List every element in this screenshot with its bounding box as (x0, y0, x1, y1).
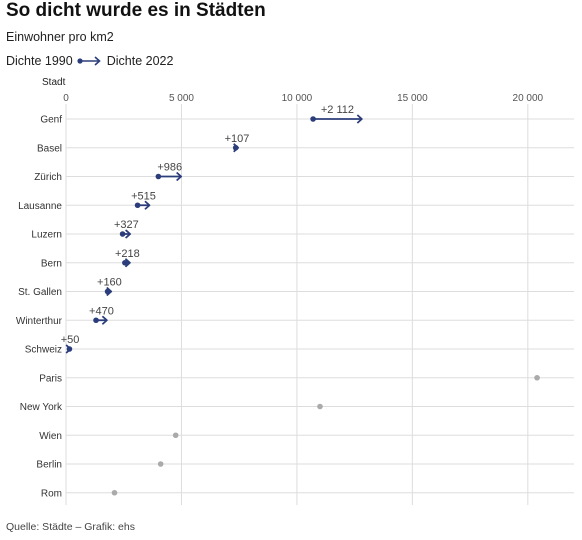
x-tick-label: 10 000 (282, 93, 313, 104)
arrow-head (124, 258, 131, 268)
legend-to-label: Dichte 2022 (106, 54, 174, 68)
legend: Dichte 1990 Dichte 2022 (6, 54, 173, 68)
dumbbell-chart: Stadt 0 5 000 10 000 15 000 20 000 Genf +2 112 B… (16, 77, 574, 505)
arrow-head (356, 114, 363, 124)
x-tick-label: 5 000 (169, 93, 194, 104)
value-dot (172, 432, 179, 439)
change-label: +327 (114, 219, 139, 231)
category-label: Winterthur (16, 316, 63, 327)
legend-arrow-icon (77, 56, 101, 66)
category-label: Genf (40, 115, 62, 126)
arrow-head (176, 171, 183, 182)
change-label: +986 (157, 162, 182, 174)
x-tick-label: 20 000 (513, 93, 544, 104)
category-label: St. Gallen (18, 287, 62, 298)
category-label: Luzern (31, 230, 62, 241)
category-label: Berlin (36, 460, 62, 471)
category-label: Paris (39, 373, 62, 384)
y-axis-title: Stadt (42, 77, 66, 88)
change-label: +515 (131, 190, 156, 202)
value-dot (317, 403, 323, 410)
category-label: Basel (37, 143, 62, 154)
arrow-head (101, 315, 108, 325)
category-label: Bern (41, 258, 62, 269)
arrow-head (233, 143, 240, 153)
source-note: Quelle: Städte – Grafik: ehs (6, 521, 135, 533)
arrow-head (65, 344, 72, 354)
start-dot (93, 317, 99, 324)
arrow-head (106, 286, 113, 297)
value-dot (534, 374, 540, 381)
legend-from-label: Dichte 1990 (6, 54, 73, 68)
category-label: Lausanne (18, 201, 62, 212)
change-label: +2 112 (321, 104, 354, 116)
category-label: Wien (39, 431, 62, 442)
category-label: Rom (41, 488, 62, 499)
category-label: Zürich (34, 172, 62, 183)
value-dot (111, 489, 118, 496)
value-dot (157, 461, 164, 467)
chart-title: So dicht wurde es in Städten (6, 0, 266, 21)
arrow-head (125, 229, 132, 239)
x-tick-label: 15 000 (397, 93, 428, 104)
arrow-head (144, 200, 151, 210)
change-label: +107 (225, 133, 250, 145)
change-label: +218 (115, 248, 140, 260)
change-label: +160 (97, 277, 122, 289)
category-label: Schweiz (25, 345, 62, 356)
change-label: +50 (61, 334, 80, 346)
category-label: New York (20, 402, 63, 413)
change-label: +470 (89, 305, 114, 317)
x-tick-label: 0 (63, 93, 69, 104)
chart-subtitle: Einwohner pro km2 (6, 30, 114, 44)
